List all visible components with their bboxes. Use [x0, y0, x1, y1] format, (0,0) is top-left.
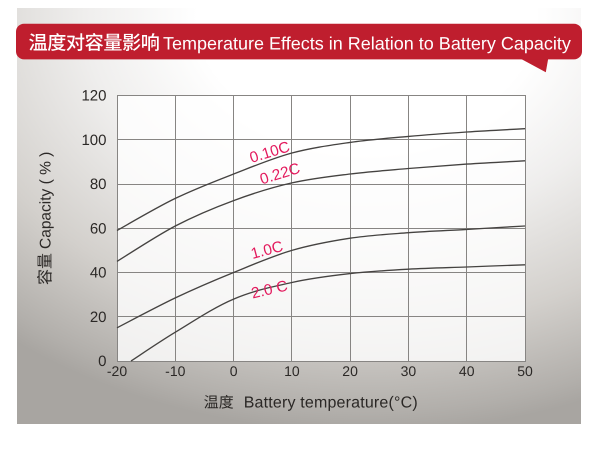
svg-text:Temperature Effects in Relatio: Temperature Effects in Relation to Batte… [163, 33, 571, 53]
svg-text:60: 60 [90, 220, 107, 237]
svg-text:10: 10 [284, 363, 300, 379]
svg-text:Battery temperature(°C): Battery temperature(°C) [244, 395, 418, 412]
svg-text:Capacity ( % ): Capacity ( % ) [38, 152, 55, 249]
svg-text:-10: -10 [165, 363, 185, 379]
svg-text:30: 30 [401, 363, 417, 379]
svg-text:0: 0 [98, 353, 106, 370]
svg-text:20: 20 [342, 363, 358, 379]
svg-text:40: 40 [459, 363, 475, 379]
svg-text:0: 0 [230, 363, 238, 379]
svg-text:50: 50 [517, 363, 533, 379]
svg-text:-20: -20 [107, 363, 127, 379]
svg-text:80: 80 [90, 176, 107, 193]
svg-text:40: 40 [90, 265, 107, 282]
svg-text:100: 100 [81, 132, 106, 149]
svg-text:120: 120 [81, 88, 106, 105]
svg-text:20: 20 [90, 309, 107, 326]
